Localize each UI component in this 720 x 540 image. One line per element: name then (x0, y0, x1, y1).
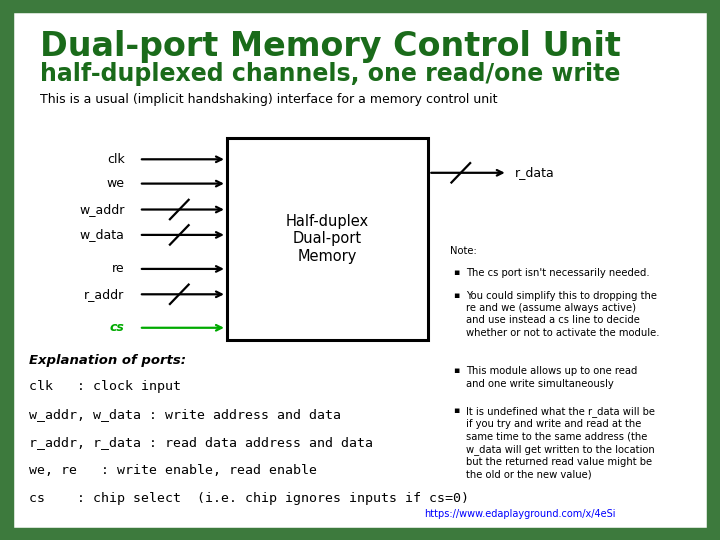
Text: cs    : chip select  (i.e. chip ignores inputs if cs=0): cs : chip select (i.e. chip ignores inpu… (29, 492, 469, 505)
Text: r_data: r_data (515, 166, 554, 179)
Text: The cs port isn't necessarily needed.: The cs port isn't necessarily needed. (466, 268, 649, 279)
Text: clk: clk (107, 153, 125, 166)
Text: re: re (112, 262, 125, 275)
Text: https://www.edaplayground.com/x/4eSi: https://www.edaplayground.com/x/4eSi (424, 509, 616, 519)
Bar (227, 138, 428, 340)
Text: we, re   : write enable, read enable: we, re : write enable, read enable (29, 464, 317, 477)
Text: ▪: ▪ (453, 291, 459, 300)
Text: It is undefined what the r_data will be
if you try and write and read at the
sam: It is undefined what the r_data will be … (466, 406, 655, 480)
Text: w_addr: w_addr (79, 203, 125, 216)
Text: w_data: w_data (80, 228, 125, 241)
Text: ▪: ▪ (453, 268, 459, 278)
Text: This is a usual (implicit handshaking) interface for a memory control unit: This is a usual (implicit handshaking) i… (40, 93, 497, 106)
Text: half-duplexed channels, one read/one write: half-duplexed channels, one read/one wri… (40, 62, 620, 86)
Text: You could simplify this to dropping the
re and we (assume always active)
and use: You could simplify this to dropping the … (466, 291, 660, 338)
Text: cs: cs (109, 321, 125, 334)
Text: r_addr, r_data : read data address and data: r_addr, r_data : read data address and d… (29, 436, 373, 449)
Text: w_addr, w_data : write address and data: w_addr, w_data : write address and data (29, 408, 341, 421)
Text: This module allows up to one read
and one write simultaneously: This module allows up to one read and on… (466, 366, 637, 388)
Text: clk   : clock input: clk : clock input (29, 380, 181, 393)
Text: ▪: ▪ (453, 406, 459, 415)
Text: Dual-port Memory Control Unit: Dual-port Memory Control Unit (40, 30, 621, 63)
Text: Half-duplex
Dual-port
Memory: Half-duplex Dual-port Memory (286, 214, 369, 264)
Text: ▪: ▪ (453, 366, 459, 375)
Text: Explanation of ports:: Explanation of ports: (29, 354, 186, 367)
Text: Note:: Note: (450, 246, 477, 256)
Text: we: we (107, 177, 125, 190)
Text: r_addr: r_addr (84, 288, 125, 301)
